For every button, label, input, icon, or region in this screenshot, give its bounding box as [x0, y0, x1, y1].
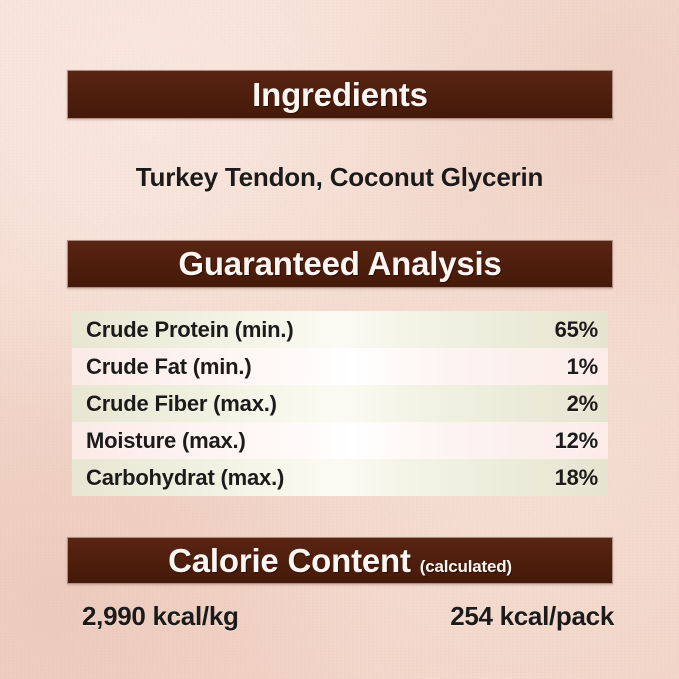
nutrient-label: Moisture (max.): [86, 427, 246, 453]
guaranteed-analysis-header-bar: Guaranteed Analysis: [67, 240, 613, 288]
nutrient-value: 18%: [554, 464, 599, 490]
calories-per-kg: 2,990 kcal/kg: [82, 601, 239, 631]
nutrient-value: 1%: [566, 353, 599, 379]
nutrient-label: Crude Fat (min.): [86, 353, 252, 379]
ingredients-header-bar: Ingredients: [67, 70, 613, 119]
calorie-content-heading: Calorie Content: [168, 541, 411, 579]
table-row: Moisture (max.) 12%: [72, 422, 608, 459]
table-row: Crude Fiber (max.) 2%: [72, 385, 608, 422]
nutrient-value: 65%: [554, 316, 599, 342]
nutrient-value: 12%: [554, 427, 599, 453]
table-row: Crude Protein (min.) 65%: [72, 311, 608, 348]
table-row: Carbohydrat (max.) 18%: [72, 459, 608, 496]
calories-per-pack: 254 kcal/pack: [450, 601, 614, 631]
nutrient-label: Crude Fiber (max.): [86, 390, 277, 416]
nutrient-label: Carbohydrat (max.): [86, 464, 285, 490]
calorie-values-row: 2,990 kcal/kg 254 kcal/pack: [82, 601, 614, 632]
guaranteed-analysis-table: Crude Protein (min.) 65% Crude Fat (min.…: [72, 311, 608, 496]
guaranteed-analysis-heading: Guaranteed Analysis: [178, 245, 502, 282]
calorie-content-header-bar: Calorie Content (calculated): [67, 537, 613, 584]
nutrient-value: 2%: [566, 390, 599, 416]
nutrient-label: Crude Protein (min.): [86, 316, 294, 342]
calorie-content-note: (calculated): [419, 556, 512, 576]
calorie-heading-group: Calorie Content (calculated): [168, 542, 512, 580]
ingredients-list: Turkey Tendon, Coconut Glycerin: [135, 162, 544, 192]
ingredients-heading: Ingredients: [252, 75, 428, 113]
table-row: Crude Fat (min.) 1%: [72, 348, 608, 385]
